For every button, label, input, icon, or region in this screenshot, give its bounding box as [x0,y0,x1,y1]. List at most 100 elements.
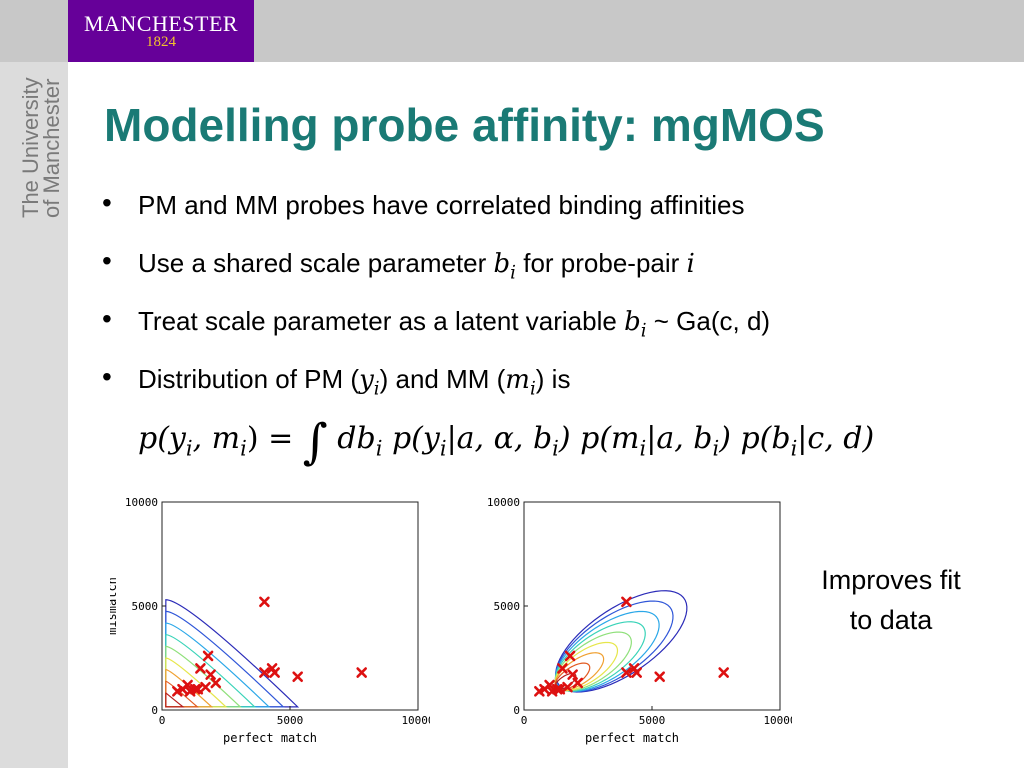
data-point [356,667,367,678]
equation: p(yi, mi) = ∫ dbi p(yi|a, α, bi) p(mi|a,… [138,414,874,470]
data-point [718,667,729,678]
data-point [192,683,204,695]
bullet-text: Use a shared scale parameter [138,248,494,278]
eq-part: p(y [382,421,440,456]
contour-line [165,692,185,708]
bullet-text: ) is [535,364,571,394]
data-point [205,669,216,680]
university-line1: The University [18,77,43,218]
eq-part: |a, α, b [446,421,553,456]
math-var: b [624,307,641,337]
eq-part: , m [192,421,241,456]
data-point [572,677,584,689]
y-tick-label: 0 [513,704,520,717]
math-sub: i [529,378,536,400]
eq-sub: i [240,436,247,461]
data-point [259,596,270,608]
data-point [210,677,222,689]
math-var: i [686,249,695,279]
math-var: b [493,249,511,279]
math-var: m [505,365,530,395]
eq-part: |a, b [646,421,713,456]
contour-line [165,610,285,708]
x-axis-label: perfect match [223,731,317,745]
y-tick-label: 10000 [125,496,158,509]
data-point [654,671,665,683]
contour-line [165,645,242,708]
integral-sign: ∫ [302,414,328,470]
eq-part: ) p(m [558,421,640,456]
math-sub: i [640,320,647,342]
logo-name: MANCHESTER [83,11,239,36]
data-point [554,683,566,695]
math-var: y [359,365,374,395]
contour-plot-left: 0 5000 10000 0 5000 10000 perfect match mismatc… [110,496,430,745]
eq-part: ) p(b [719,421,791,456]
eq-sub: i [185,436,193,461]
contour-line [165,657,228,708]
sidebar [0,62,68,768]
fit-note: Improves fit to data [821,565,961,635]
y-tick-label: 5000 [132,600,159,613]
eq-part: p(y [138,421,186,456]
x-tick-label: 10000 [401,714,430,727]
eq-part: |c, d) [797,421,875,456]
university-line2: of Manchester [39,78,64,218]
y-tick-label: 5000 [494,600,521,613]
math-sub: i [510,262,516,284]
eq-sub: i [552,436,559,461]
bullet-item: Treat scale parameter as a latent variab… [100,298,771,358]
plot-frame [161,501,419,711]
contour-plot-right: 0 5000 10000 0 5000 10000 perfect match [487,496,792,745]
eq-sub: i [439,436,447,461]
x-tick-label: 5000 [277,714,304,727]
eq-part: db [327,421,376,456]
slide-title: Modelling probe affinity: mgMOS [104,99,825,151]
data-point [557,663,568,674]
university-logo: MANCHESTER 1824 [68,0,254,62]
bullet-item: Distribution of PM (yi) and MM (mi) is [100,356,770,416]
contour-line [165,622,271,708]
x-tick-label: 10000 [763,714,792,727]
data-point [269,667,280,678]
contour-line [165,599,300,708]
y-axis-label: mismatch [110,577,119,635]
logo-year: 1824 [146,34,176,50]
bullet-text: Treat scale parameter as a latent variab… [138,306,625,336]
x-tick-label: 0 [521,714,528,727]
data-point [182,679,193,691]
math-sub: i [373,378,380,400]
data-point [631,667,642,678]
data-point [544,679,555,691]
data-point [534,685,545,697]
x-axis-label: perfect match [585,731,679,745]
data-point [189,683,201,695]
plot-frame [523,501,781,711]
y-tick-label: 10000 [487,496,520,509]
contour-line [165,634,257,708]
data-point [567,669,578,680]
contour-line [165,669,214,708]
y-tick-label: 0 [151,704,158,717]
eq-sub: i [375,436,383,461]
eq-sub: i [639,436,647,461]
university-vertical-text: The University of Manchester [18,77,64,218]
data-point [621,667,632,678]
data-point [621,596,632,608]
data-point [195,663,206,674]
data-point [202,650,214,662]
data-point [172,685,183,697]
x-tick-label: 0 [159,714,166,727]
bullet-text: PM and MM probes have correlated binding… [138,190,745,220]
data-point [259,667,270,678]
math-dist: ~ Ga(c, d) [646,306,771,336]
bullet-list: PM and MM probes have correlated binding… [100,182,771,416]
bullet-text: for probe-pair [516,248,687,278]
data-point [292,671,303,683]
bullet-text: ) and MM ( [379,364,506,394]
eq-sub: i [790,436,798,461]
eq-sub: i [712,436,720,461]
x-tick-label: 5000 [639,714,666,727]
data-point [551,683,563,695]
bullet-text: Distribution of PM ( [138,364,360,394]
